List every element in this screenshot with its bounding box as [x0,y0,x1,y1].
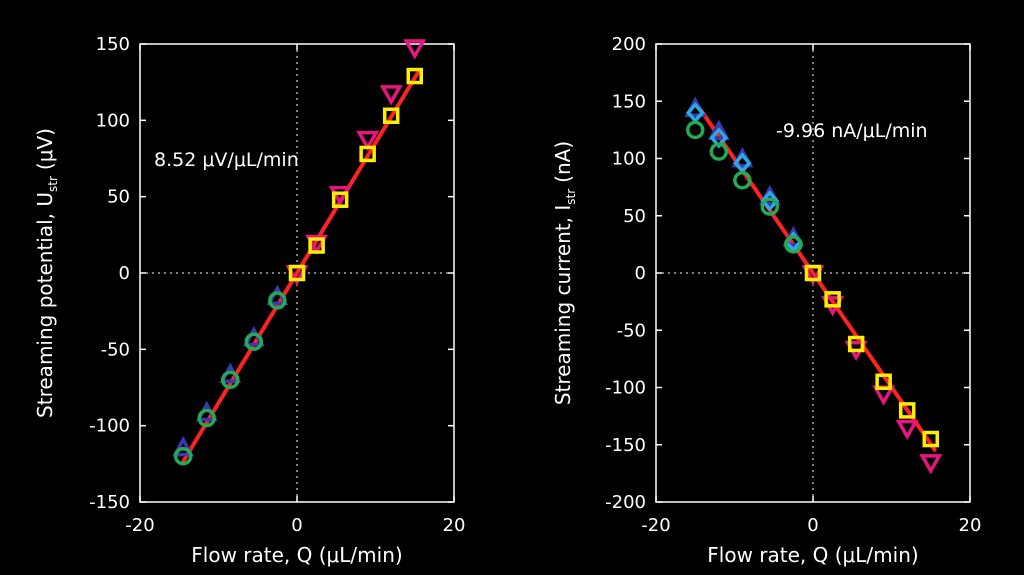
x-tick-label: 0 [807,515,818,536]
y-tick-label: -200 [605,492,646,513]
data-point-square [847,335,865,353]
data-point-square [359,145,376,163]
y-tick-label: -150 [89,492,130,513]
y-tick-label: 0 [119,263,130,284]
data-point-triangle-up [172,435,195,457]
x-tick-label: 0 [291,515,302,536]
data-point-square [898,402,916,419]
data-point-square [331,191,349,208]
data-point-triangle-down [403,39,427,60]
data-point-circle [733,171,752,190]
data-point-circle [709,142,729,161]
data-point-square [824,291,841,308]
data-point-circle [784,235,803,254]
y-axis-label-unit: (nA) [551,141,575,183]
data-point-square [406,67,423,85]
slope-annotation: 8.52 μV/μL/min [154,149,299,171]
y-tick-label: -50 [101,339,130,360]
y-axis-label-main: Streaming current, I [551,205,575,405]
x-axis-label: Flow rate, Q (μL/min) [191,543,402,567]
y-tick-label: 100 [96,110,130,131]
data-point-circle [760,197,780,216]
x-axis-label: Flow rate, Q (μL/min) [707,543,918,567]
y-tick-label: 200 [612,34,646,55]
data-point-square [922,430,939,448]
data-point-circle [686,120,705,140]
y-axis-label-unit: (μV) [33,128,57,170]
y-axis-label: Streaming current, Istr (nA) [551,141,578,405]
x-tick-label: -20 [641,515,670,536]
data-point-triangle-down [328,185,352,207]
data-point-triangle-down [305,234,329,256]
data-point-triangle-down [379,85,403,106]
slope-annotation: -9.96 nA/μL/min [776,120,928,142]
y-axis-label-main: Streaming potential, U [33,192,57,418]
data-point-circle [244,332,264,351]
y-axis-label: Streaming potential, Ustr (μV) [33,128,60,418]
data-point-square [288,264,306,282]
y-tick-label: 100 [612,149,646,170]
data-point-circle [197,408,216,428]
data-point-square [875,373,892,391]
data-point-circle [268,291,287,310]
y-tick-label: 0 [635,263,646,284]
data-point-circle [173,446,193,466]
streaming-potential-plot: -150 -100 -50 0 50 100 150 -20 0 20 Flow rate, Q (… [33,34,465,567]
data-point-diamond [709,127,729,149]
data-point-square [308,237,325,254]
y-tick-label: 50 [623,206,646,227]
data-point-triangle-down [919,454,943,475]
data-point-square [382,107,400,125]
y-tick-label: 50 [107,187,130,208]
data-point-triangle-down [895,419,919,441]
y-tick-label: -100 [89,416,130,437]
data-point-circle [221,370,240,390]
data-point-triangle-down [356,130,380,152]
x-tick-label: 20 [443,515,466,536]
y-axis-label-subscript: str [46,176,60,192]
x-tick-label: -20 [125,515,154,536]
y-tick-label: 150 [612,91,646,112]
y-tick-label: -100 [605,378,646,399]
data-point-square [804,264,822,282]
y-axis-label-subscript: str [564,189,578,205]
y-tick-label: -150 [605,435,646,456]
y-tick-label: -50 [617,320,646,341]
x-tick-label: 20 [959,515,982,536]
data-point-triangle-up [707,119,730,140]
y-tick-label: 150 [96,34,130,55]
data-point-diamond [760,190,780,212]
